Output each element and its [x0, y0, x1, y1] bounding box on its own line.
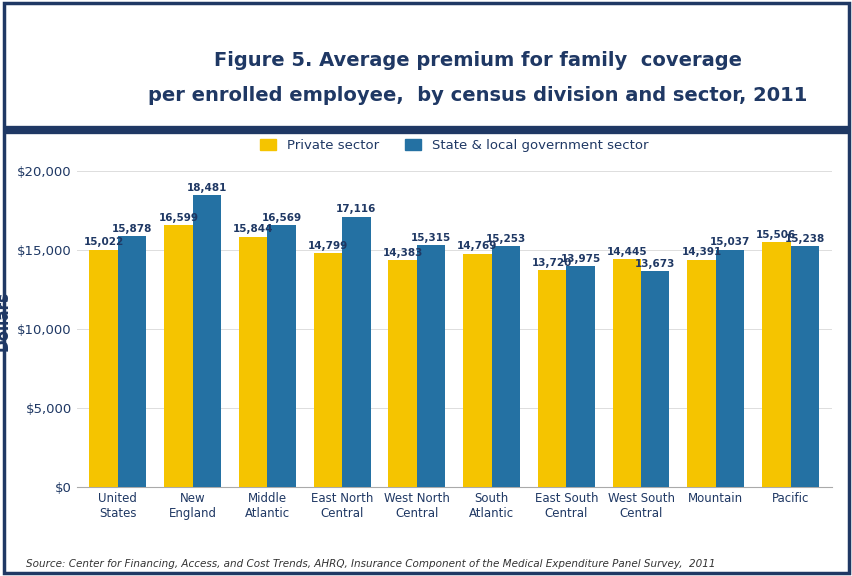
Bar [538, 270, 566, 487]
Bar [164, 225, 193, 487]
Bar [762, 242, 790, 487]
Bar [687, 260, 715, 487]
Text: 15,506: 15,506 [756, 230, 796, 240]
Bar [314, 253, 342, 487]
Bar [566, 266, 594, 487]
Text: Source: Center for Financing, Access, and Cost Trends, AHRQ, Insurance Component: Source: Center for Financing, Access, an… [26, 559, 714, 569]
Text: 15,878: 15,878 [112, 224, 153, 234]
Bar [193, 195, 221, 487]
Text: 15,253: 15,253 [485, 234, 526, 244]
Text: 17,116: 17,116 [336, 204, 376, 214]
Bar [790, 247, 818, 487]
Text: 14,383: 14,383 [382, 248, 423, 257]
Text: 16,599: 16,599 [158, 213, 199, 222]
Text: 15,238: 15,238 [784, 234, 824, 244]
Bar [342, 217, 370, 487]
Bar [89, 250, 118, 487]
Text: 18,481: 18,481 [187, 183, 227, 193]
Text: 15,022: 15,022 [83, 237, 124, 248]
Bar [491, 246, 520, 487]
Bar [267, 225, 296, 487]
Bar [463, 254, 491, 487]
Legend: Private sector, State & local government sector: Private sector, State & local government… [255, 134, 653, 158]
Text: 14,799: 14,799 [308, 241, 348, 251]
Text: 15,844: 15,844 [233, 225, 273, 234]
Text: 14,391: 14,391 [681, 247, 721, 257]
Bar [715, 249, 743, 487]
Text: 16,569: 16,569 [262, 213, 302, 223]
Text: 13,975: 13,975 [560, 254, 600, 264]
Bar [118, 236, 146, 487]
Bar [417, 245, 445, 487]
Text: 14,769: 14,769 [457, 241, 497, 252]
Text: 15,037: 15,037 [709, 237, 749, 247]
Text: 15,315: 15,315 [411, 233, 451, 243]
Bar [641, 271, 669, 487]
Bar [388, 260, 417, 487]
Y-axis label: Dollars: Dollars [0, 291, 10, 351]
Text: 13,720: 13,720 [532, 258, 572, 268]
Text: 14,445: 14,445 [606, 247, 647, 256]
Bar [239, 237, 267, 487]
Text: per enrolled employee,  by census division and sector, 2011: per enrolled employee, by census divisio… [147, 86, 807, 104]
Bar [612, 259, 641, 487]
Text: Figure 5. Average premium for family  coverage: Figure 5. Average premium for family cov… [214, 51, 740, 70]
Text: 13,673: 13,673 [635, 259, 675, 269]
